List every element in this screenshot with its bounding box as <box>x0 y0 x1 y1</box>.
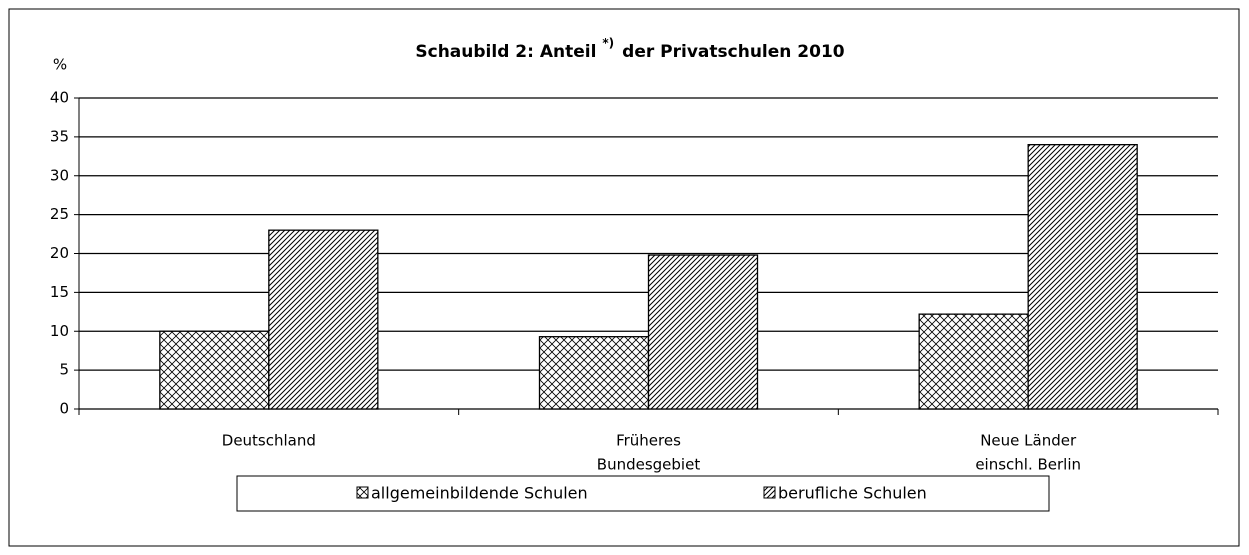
x-tick-label: Bundesgebiet <box>597 456 701 474</box>
bar <box>268 229 379 410</box>
title-part: Schaubild 2: Anteil <box>415 42 596 62</box>
x-tick-label: Neue Länder <box>980 432 1077 450</box>
legend <box>236 475 1050 512</box>
title-footnote: *) <box>602 36 614 50</box>
bar <box>159 330 270 410</box>
y-axis-label: % <box>53 56 67 74</box>
legend-swatch <box>763 486 776 499</box>
y-tick-label: 25 <box>50 205 69 223</box>
y-tick-label: 35 <box>50 127 69 145</box>
bar <box>918 313 1029 410</box>
legend-label: berufliche Schulen <box>778 484 927 503</box>
chart-title: Schaubild 2: Anteil *) der Privatschulen 2… <box>415 36 844 63</box>
y-tick-label: 0 <box>59 400 69 418</box>
x-tick-label: einschl. Berlin <box>975 456 1081 474</box>
title-part: der Privatschulen 2010 <box>622 42 845 62</box>
bar <box>647 254 759 410</box>
y-tick-label: 40 <box>50 89 69 107</box>
bar <box>1027 143 1138 410</box>
x-tick-label: Früheres <box>616 432 681 450</box>
y-tick-label: 15 <box>50 283 69 301</box>
legend-swatch <box>356 486 369 499</box>
y-tick-label: 30 <box>50 166 69 184</box>
y-tick-label: 20 <box>50 244 69 262</box>
y-tick-label: 10 <box>50 322 69 340</box>
legend-label: allgemeinbildende Schulen <box>371 484 588 503</box>
y-tick-label: 5 <box>59 361 69 379</box>
x-tick-label: Deutschland <box>222 432 316 450</box>
bar <box>538 336 650 410</box>
